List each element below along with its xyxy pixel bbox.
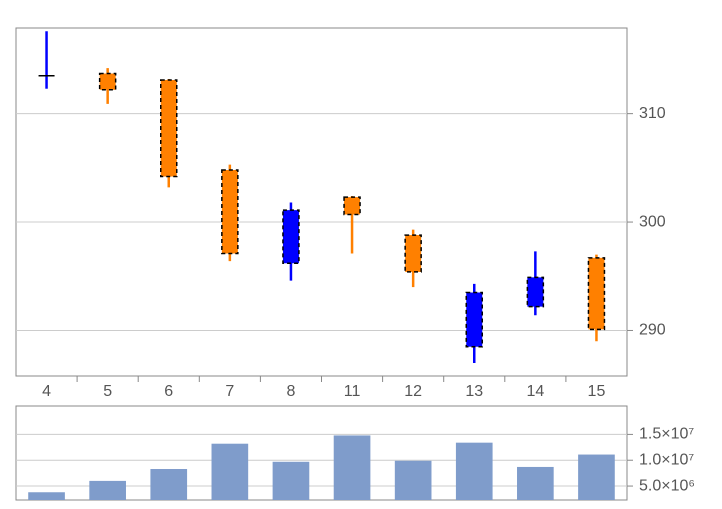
bar — [272, 461, 310, 500]
body — [465, 291, 483, 348]
x-tick-label: 12 — [404, 383, 422, 400]
x-tick-label: 6 — [164, 383, 173, 400]
bar — [455, 442, 493, 500]
y-tick-label: 300 — [639, 213, 666, 230]
y-tick-label: 1.0×10⁷ — [639, 451, 694, 468]
body — [587, 257, 606, 331]
x-tick-label: 13 — [465, 383, 483, 400]
body — [98, 72, 117, 91]
body — [160, 79, 178, 178]
bar — [333, 435, 371, 500]
volume-frame — [15, 405, 628, 501]
bar — [150, 469, 188, 500]
bar — [578, 454, 615, 500]
x-tick-label: 7 — [225, 383, 234, 400]
y-tick-label: 290 — [639, 322, 666, 339]
bar — [28, 492, 65, 500]
x-tick-label: 11 — [344, 383, 361, 400]
bar — [211, 443, 249, 500]
bar — [517, 466, 554, 500]
y-tick-label: 310 — [639, 105, 666, 122]
x-tick-label: 15 — [588, 383, 606, 400]
y-tick-label: 1.5×10⁷ — [639, 426, 694, 443]
x-tick-label: 4 — [42, 383, 51, 400]
body — [526, 276, 545, 308]
body — [221, 169, 239, 255]
x-tick-label: 5 — [103, 383, 112, 400]
y-tick-label: 5.0×10⁶ — [639, 477, 695, 494]
body — [343, 196, 361, 216]
x-tick-label: 14 — [526, 383, 544, 400]
bar — [394, 460, 432, 500]
body — [282, 209, 300, 265]
x-tick-label: 8 — [286, 383, 295, 400]
bar — [89, 480, 126, 500]
body — [404, 234, 422, 273]
